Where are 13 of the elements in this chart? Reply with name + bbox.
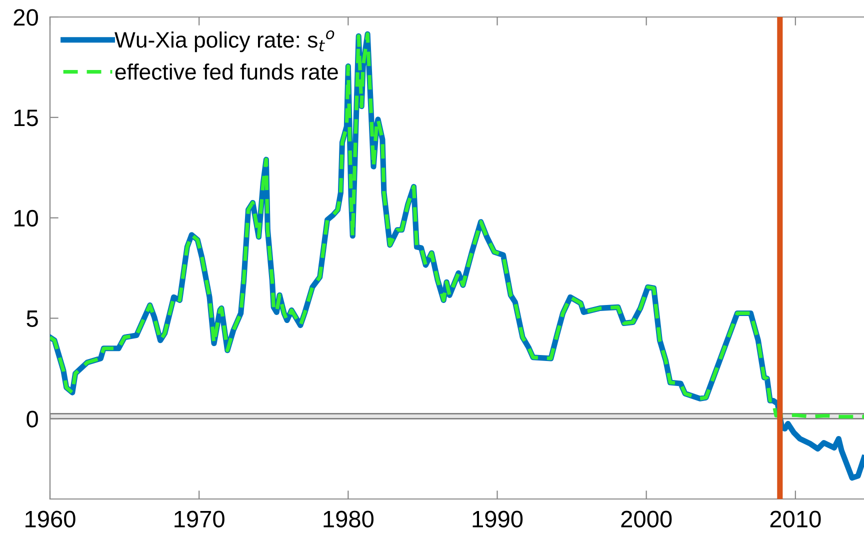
y-tick-label: 15 [14,110,38,126]
y-tick-label: 5 [26,310,38,328]
x-tick-label: 1960 [26,510,76,528]
x-tick-label: 2010 [770,510,821,528]
x-tick-label: 1990 [472,510,523,528]
x-tick-label: 1980 [324,510,374,528]
x-tick-label: 2000 [621,510,672,528]
legend-label: effective fed funds rate [115,63,338,80]
y-tick-label: 20 [14,9,38,26]
legend-label: Wu-Xia policy rate: s$_{t}$$^{o}$ [114,30,334,52]
y-tick-label: 10 [14,210,38,227]
y-tick-label: 0 [26,410,38,428]
x-tick-label: 1970 [174,510,224,528]
